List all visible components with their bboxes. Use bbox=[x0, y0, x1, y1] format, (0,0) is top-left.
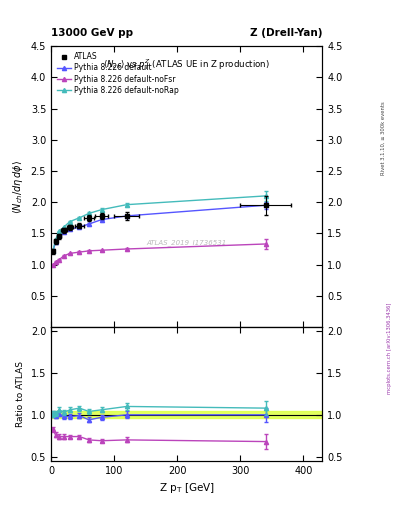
Text: Rivet 3.1.10, ≥ 300k events: Rivet 3.1.10, ≥ 300k events bbox=[381, 101, 386, 175]
Legend: ATLAS, Pythia 8.226 default, Pythia 8.226 default-noFsr, Pythia 8.226 default-no: ATLAS, Pythia 8.226 default, Pythia 8.22… bbox=[55, 50, 181, 97]
Bar bbox=[51, 412, 322, 418]
Y-axis label: $\langle N_{ch}/d\eta\,d\phi\rangle$: $\langle N_{ch}/d\eta\,d\phi\rangle$ bbox=[11, 159, 25, 214]
Text: 13000 GeV pp: 13000 GeV pp bbox=[51, 28, 133, 38]
Text: $\langle N_{ch}\rangle$ vs $p_T^Z$ (ATLAS UE in Z production): $\langle N_{ch}\rangle$ vs $p_T^Z$ (ATLA… bbox=[103, 57, 270, 72]
Text: Z (Drell-Yan): Z (Drell-Yan) bbox=[250, 28, 322, 38]
Text: ATLAS_2019_I1736531: ATLAS_2019_I1736531 bbox=[147, 240, 227, 246]
X-axis label: Z p$_\mathregular{T}$ [GeV]: Z p$_\mathregular{T}$ [GeV] bbox=[159, 481, 215, 495]
Text: mcplots.cern.ch [arXiv:1306.3436]: mcplots.cern.ch [arXiv:1306.3436] bbox=[387, 303, 391, 394]
Y-axis label: Ratio to ATLAS: Ratio to ATLAS bbox=[16, 361, 25, 427]
